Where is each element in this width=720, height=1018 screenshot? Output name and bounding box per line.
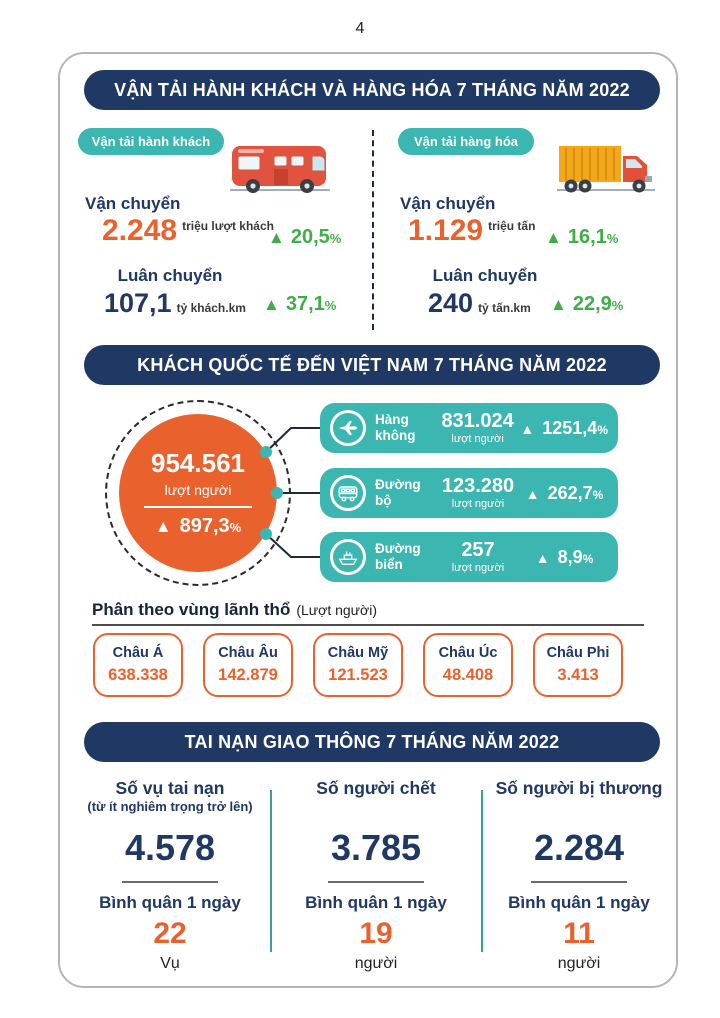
accidents-col-deaths: Số người chết 3.785 Bình quân 1 ngày 19 … xyxy=(305,778,447,972)
badge-passenger-transport: Vận tải hành khách xyxy=(78,128,224,155)
regions-title: Phân theo vùng lãnh thổ xyxy=(92,600,291,619)
divider-line xyxy=(531,881,627,883)
circle-divider-line xyxy=(144,506,252,508)
freight-rotation-change: ▲ 22,9 % xyxy=(550,293,624,315)
regions-heading: Phân theo vùng lãnh thổ (Lượt người) xyxy=(92,600,377,620)
region-box-america: Châu Mỹ 121.523 xyxy=(313,633,403,697)
freight-shipment-label: Vận chuyển xyxy=(400,194,496,213)
plane-icon xyxy=(330,410,366,446)
mode-sea-value: 257 lượt người xyxy=(451,539,505,574)
mode-sea-label: Đường biển xyxy=(375,541,421,572)
ship-icon xyxy=(330,539,366,575)
accidents-divider-1 xyxy=(270,790,272,952)
regions-underline xyxy=(92,624,644,626)
region-box-oceania: Châu Úc 48.408 xyxy=(423,633,513,697)
mode-air-change: ▲ 1251,4 % xyxy=(520,417,608,438)
up-triangle-icon: ▲ xyxy=(550,295,567,314)
page-number: 4 xyxy=(355,20,365,37)
region-box-asia: Châu Á 638.338 xyxy=(93,633,183,697)
freight-rotation-value: 240 xyxy=(428,288,474,318)
section-title-accidents: TAI NẠN GIAO THÔNG 7 THÁNG NĂM 2022 xyxy=(84,722,660,762)
mode-card-air: Hàng không 831.024 lượt người ▲ 1251,4 % xyxy=(320,403,618,453)
mode-road-label: Đường bộ xyxy=(375,477,421,508)
freight-shipment-value-row: 1.129 triệu tấn xyxy=(408,216,535,246)
freight-shipment-value: 1.129 xyxy=(408,214,484,247)
accidents-col-cases: Số vụ tai nạn (từ ít nghiêm trọng trở lê… xyxy=(87,778,253,972)
regions-unit: (Lượt người) xyxy=(296,602,378,618)
accidents-divider-2 xyxy=(481,790,483,952)
passenger-rotation-unit: tỷ khách.km xyxy=(176,301,246,315)
badge-freight-transport: Vận tải hàng hóa xyxy=(398,128,534,155)
divider-line xyxy=(328,881,424,883)
divider-line xyxy=(122,881,218,883)
visitors-total-unit: lượt người xyxy=(164,482,232,498)
mode-air-value: 831.024 lượt người xyxy=(441,410,514,445)
region-box-africa: Châu Phi 3.413 xyxy=(533,633,623,697)
freight-shipment-change: ▲ 16,1 % xyxy=(545,226,619,248)
freight-rotation-label: Luân chuyển xyxy=(432,266,538,285)
passenger-shipment-unit: triệu lượt khách xyxy=(182,219,274,233)
up-triangle-icon: ▲ xyxy=(525,485,540,502)
up-triangle-icon: ▲ xyxy=(545,228,562,247)
up-triangle-icon: ▲ xyxy=(263,295,280,314)
passenger-shipment-label: Vận chuyển xyxy=(85,194,181,213)
mode-road-value: 123.280 lượt người xyxy=(441,475,515,510)
connector-lines xyxy=(260,427,325,558)
up-triangle-icon: ▲ xyxy=(520,420,535,437)
freight-rotation-unit: tỷ tấn.km xyxy=(478,301,531,315)
passenger-shipment-value: 2.248 xyxy=(102,214,178,247)
accidents-col-injured: Số người bị thương 2.284 Bình quân 1 ngà… xyxy=(495,778,663,972)
passenger-shipment-value-row: 2.248 triệu lượt khách xyxy=(102,216,274,246)
region-box-europe: Châu Âu 142.879 xyxy=(203,633,293,697)
visitors-total-change: ▲ 897,3 % xyxy=(154,515,242,537)
passenger-shipment-change: ▲ 20,5 % xyxy=(268,226,342,248)
transport-column-divider xyxy=(372,130,374,330)
mode-card-road: Đường bộ 123.280 lượt người ▲ 262,7 % xyxy=(320,468,618,518)
passenger-rotation-value-row: 107,1 tỷ khách.km xyxy=(104,290,246,317)
mode-air-label: Hàng không xyxy=(375,412,416,443)
passenger-rotation-value: 107,1 xyxy=(104,288,172,318)
up-triangle-icon: ▲ xyxy=(268,228,285,247)
freight-shipment-unit: triệu tấn xyxy=(488,219,536,233)
visitors-total-circle: 954.561 lượt người ▲ 897,3 % xyxy=(119,414,277,572)
section-title-visitors: KHÁCH QUỐC TẾ ĐẾN VIỆT NAM 7 THÁNG NĂM 2… xyxy=(84,345,660,385)
minibus-icon xyxy=(330,475,366,511)
truck-icon xyxy=(557,146,655,193)
mode-road-change: ▲ 262,7 % xyxy=(525,482,604,503)
up-triangle-icon: ▲ xyxy=(154,517,172,536)
mode-card-sea: Đường biển 257 lượt người ▲ 8,9 % xyxy=(320,532,618,582)
passenger-rotation-label: Luân chuyển xyxy=(117,266,223,285)
bus-icon xyxy=(230,146,330,193)
mode-sea-change: ▲ 8,9 % xyxy=(535,546,594,567)
visitors-total-value: 954.561 xyxy=(151,448,245,478)
freight-rotation-value-row: 240 tỷ tấn.km xyxy=(428,290,531,317)
up-triangle-icon: ▲ xyxy=(535,549,550,566)
section-title-transport: VẬN TẢI HÀNH KHÁCH VÀ HÀNG HÓA 7 THÁNG N… xyxy=(84,70,660,110)
passenger-rotation-change: ▲ 37,1 % xyxy=(263,293,337,315)
